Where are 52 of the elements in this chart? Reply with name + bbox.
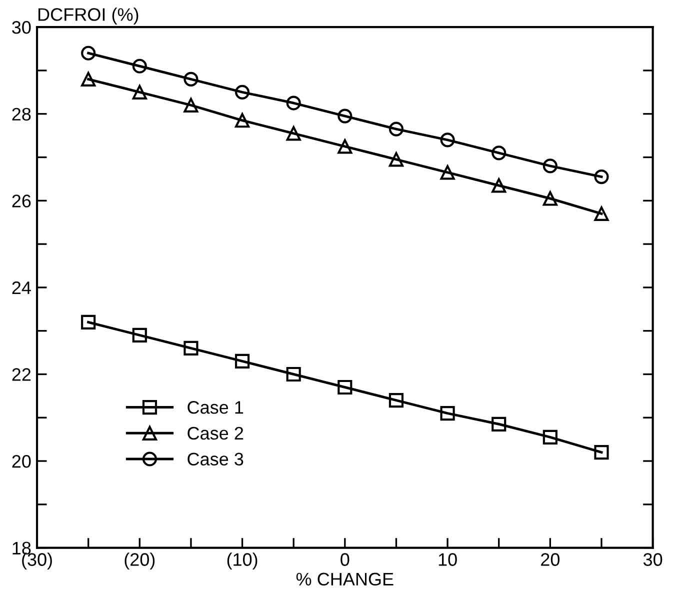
point xyxy=(234,354,250,369)
point xyxy=(234,113,250,128)
y-axis-title: DCFROI (%) xyxy=(38,8,138,24)
y-tick-label: 18 xyxy=(12,542,31,555)
point xyxy=(492,146,506,160)
y-tick-label: 20 xyxy=(12,454,31,468)
y-tick-label: 24 xyxy=(12,281,31,294)
point xyxy=(594,170,609,184)
point xyxy=(132,84,147,100)
point xyxy=(286,366,301,382)
x-tick-label: 10 xyxy=(438,553,457,566)
point xyxy=(388,122,404,136)
legend-label: Case 2 xyxy=(188,426,244,440)
point xyxy=(440,165,455,180)
point xyxy=(132,328,147,342)
x-tick-label: 0 xyxy=(340,553,350,566)
y-tick-label: 22 xyxy=(12,368,31,381)
legend-label: Case 3 xyxy=(188,452,244,466)
point xyxy=(542,430,558,444)
x-tick-label: (10) xyxy=(227,552,258,570)
point xyxy=(542,158,558,174)
point xyxy=(388,392,404,408)
point xyxy=(338,380,352,395)
y-tick-label: 30 xyxy=(12,21,31,34)
point xyxy=(184,72,198,86)
point xyxy=(286,96,301,110)
x-tick-label: (30) xyxy=(22,552,52,570)
point xyxy=(594,206,609,221)
legend-label: Case 1 xyxy=(188,401,244,414)
point xyxy=(440,406,455,421)
point xyxy=(286,126,301,141)
x-tick-label: 20 xyxy=(541,553,560,566)
point xyxy=(81,72,96,86)
y-tick-label: 26 xyxy=(12,194,31,208)
point xyxy=(338,139,352,154)
point xyxy=(81,314,96,330)
point xyxy=(440,132,455,148)
x-tick-label: (20) xyxy=(124,552,155,570)
point xyxy=(542,191,558,206)
point xyxy=(184,340,198,356)
point xyxy=(594,445,609,460)
point xyxy=(492,416,506,432)
x-axis-title: % CHANGE xyxy=(296,572,394,586)
point xyxy=(81,46,96,60)
y-tick-label: 28 xyxy=(12,108,31,121)
point xyxy=(132,58,147,74)
x-tick-label: 30 xyxy=(643,553,662,566)
point xyxy=(184,98,198,112)
point xyxy=(338,108,352,124)
point xyxy=(388,152,404,167)
point xyxy=(234,84,250,100)
point xyxy=(492,178,506,193)
